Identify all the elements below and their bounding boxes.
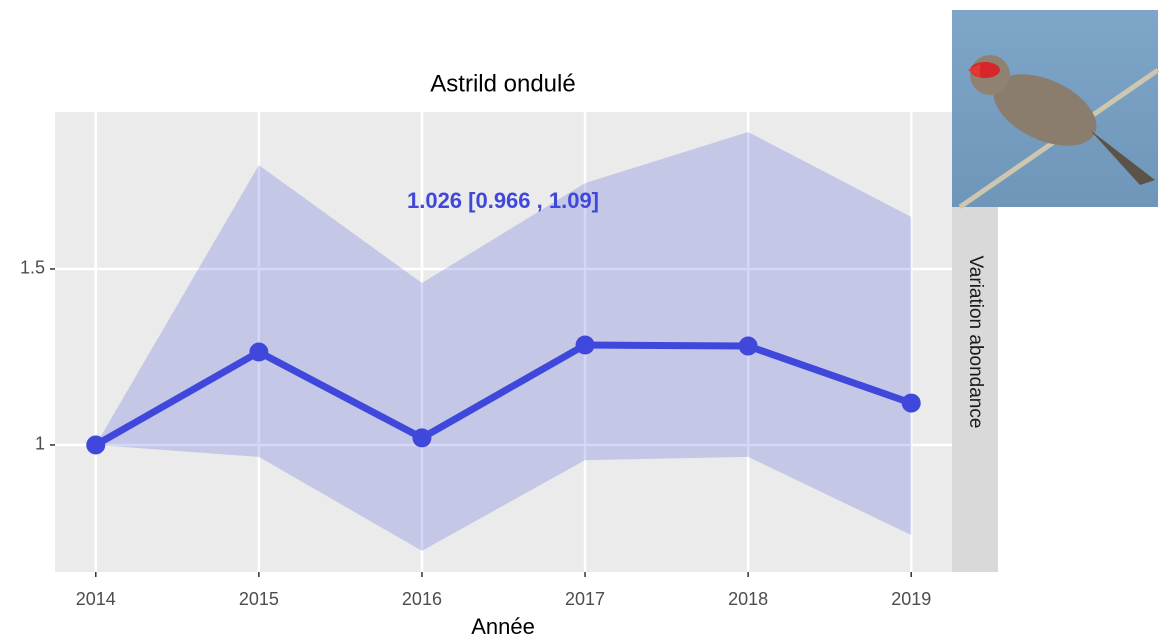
bird-photo (952, 10, 1159, 210)
point (901, 393, 921, 413)
point (86, 435, 106, 455)
confidence-band (95, 132, 912, 551)
annotation: 1.026 [0.966 , 1.09] (407, 188, 599, 213)
x-tick-label: 2019 (891, 589, 931, 609)
y-tick-label: 1 (35, 434, 45, 454)
chart-title: Astrild ondulé (430, 70, 575, 97)
point (412, 428, 432, 448)
panel (55, 112, 952, 572)
point (575, 335, 595, 355)
x-tick-label: 2016 (402, 589, 442, 609)
x-tick-label: 2015 (239, 589, 279, 609)
point (249, 342, 269, 362)
y-tick-label: 1.5 (20, 258, 45, 278)
point (738, 336, 758, 356)
x-tick-label: 2017 (565, 589, 605, 609)
trend-line (94, 341, 913, 448)
strip-label: Variation abondance (965, 256, 986, 429)
x-tick-label: 2018 (728, 589, 768, 609)
x-tick-label: 2014 (76, 589, 116, 609)
x-axis-label: Année (471, 614, 535, 639)
